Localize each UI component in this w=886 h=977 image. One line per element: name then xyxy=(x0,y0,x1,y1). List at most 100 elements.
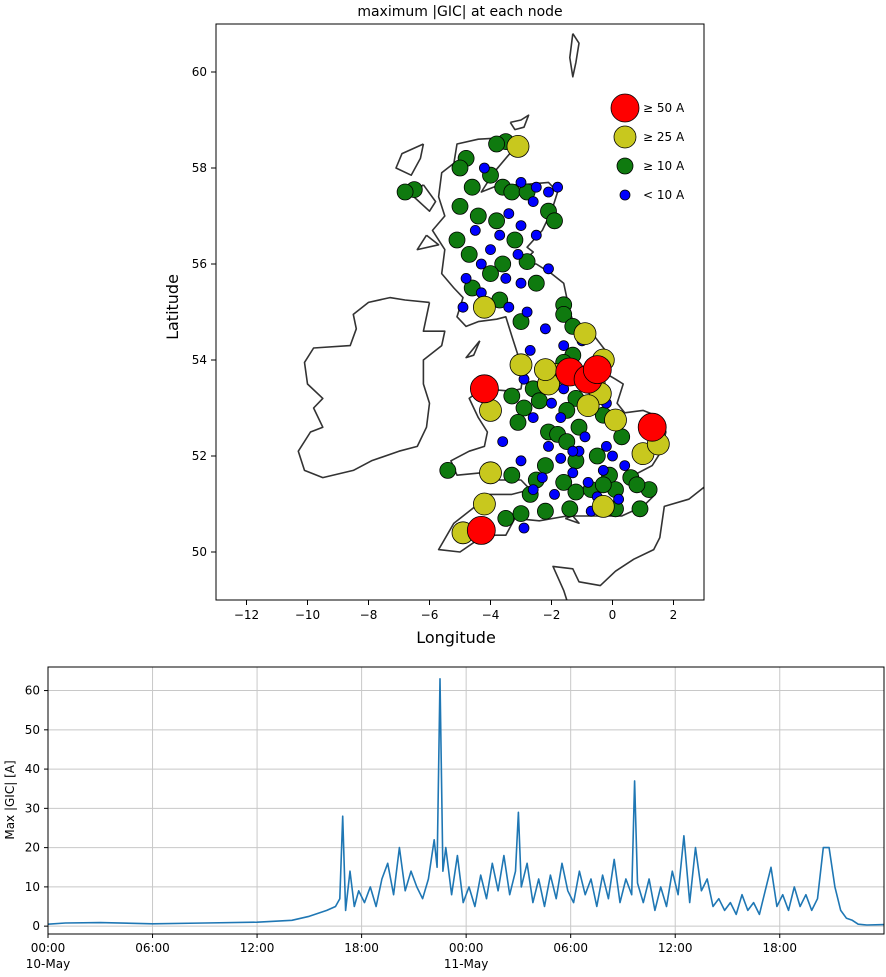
node-marker-gte10 xyxy=(555,305,573,323)
ts-xtick-date-label: 11-May xyxy=(444,957,488,971)
node-marker-gte50 xyxy=(466,516,496,545)
ts-ytick-label: 50 xyxy=(25,723,40,737)
node-marker-gte10 xyxy=(463,178,481,196)
node-marker-lt10 xyxy=(607,450,618,462)
ts-xtick-label: 18:00 xyxy=(762,941,797,955)
node-marker-gte10 xyxy=(506,231,524,249)
node-marker-gte10 xyxy=(494,255,512,273)
node-marker-gte10 xyxy=(512,505,530,522)
node-marker-lt10 xyxy=(552,181,563,193)
coast-ireland xyxy=(297,296,446,479)
node-marker-lt10 xyxy=(619,460,631,472)
ts-ytick-label: 60 xyxy=(25,684,40,698)
node-marker-lt10 xyxy=(515,220,527,232)
map-ylabel: Latitude xyxy=(163,274,182,340)
node-marker-lt10 xyxy=(527,484,539,496)
node-marker-gte10 xyxy=(448,231,466,249)
node-marker-gte10 xyxy=(628,476,646,494)
node-marker-gte10 xyxy=(537,457,554,475)
node-marker-lt10 xyxy=(524,344,536,356)
node-marker-gte10 xyxy=(451,197,469,215)
timeseries-ylabel: Max |GIC| [A] xyxy=(3,760,17,839)
coast-isle-of-man xyxy=(465,340,481,359)
ts-xtick-label: 00:00 xyxy=(31,941,66,955)
legend-label-gte10: ≥ 10 A xyxy=(643,159,685,173)
node-marker-gte10 xyxy=(527,274,545,292)
timeseries-plot-area: 0 10 20 30 40 50 60 00:00 10-May 06:00 12:00 18:00 0… xyxy=(25,666,885,971)
map-xtick-label: −2 xyxy=(543,608,561,622)
node-marker-gte10 xyxy=(537,502,554,520)
node-marker-gte25 xyxy=(479,461,502,485)
node-marker-gte10 xyxy=(512,313,530,331)
ts-ytick-label: 10 xyxy=(25,880,40,894)
legend-marker-lt10 xyxy=(619,189,631,201)
node-marker-lt10 xyxy=(515,277,527,289)
node-marker-lt10 xyxy=(521,306,533,318)
map-ytick-label: 50 xyxy=(192,545,207,559)
node-marker-lt10 xyxy=(518,522,530,534)
map-xtick-label: −8 xyxy=(360,608,378,622)
ts-xtick-date-label: 10-May xyxy=(26,957,70,971)
node-marker-gte25 xyxy=(604,408,627,432)
node-marker-gte10 xyxy=(509,413,527,431)
ts-xtick-label: 06:00 xyxy=(135,941,170,955)
node-marker-gte10 xyxy=(515,399,533,417)
node-marker-gte10 xyxy=(588,447,606,465)
node-marker-lt10 xyxy=(558,340,570,352)
ts-xtick-label: 12:00 xyxy=(658,941,693,955)
map-xtick-label: −10 xyxy=(295,608,320,622)
node-marker-gte25 xyxy=(509,353,533,377)
legend-marker-gte25 xyxy=(613,125,637,149)
map-ytick-label: 52 xyxy=(192,449,207,463)
node-marker-gte50 xyxy=(637,412,667,442)
node-marker-gte10 xyxy=(469,207,487,225)
map-xlabel: Longitude xyxy=(416,628,496,647)
node-marker-lt10 xyxy=(500,272,512,284)
node-marker-lt10 xyxy=(567,467,579,479)
node-marker-gte10 xyxy=(530,392,548,410)
node-marker-gte10 xyxy=(570,418,588,436)
coast-europe xyxy=(552,486,705,601)
node-marker-lt10 xyxy=(540,323,551,335)
node-marker-gte50 xyxy=(469,374,499,404)
map-xtick-label: 0 xyxy=(609,608,617,622)
map-title: maximum |GIC| at each node xyxy=(357,4,562,20)
ts-xtick-label: 12:00 xyxy=(240,941,275,955)
map-ytick-label: 56 xyxy=(192,257,207,271)
node-marker-lt10 xyxy=(601,440,612,452)
map-xtick-label: −12 xyxy=(234,608,259,622)
legend-label-lt10: < 10 A xyxy=(643,188,685,202)
node-marker-lt10 xyxy=(546,397,557,409)
node-marker-lt10 xyxy=(469,224,481,236)
node-marker-lt10 xyxy=(555,452,567,464)
node-marker-gte50 xyxy=(582,355,612,385)
coast-mull xyxy=(416,234,440,251)
legend-label-gte25: ≥ 25 A xyxy=(643,130,685,144)
node-marker-lt10 xyxy=(515,455,527,467)
gic-node-map: maximum |GIC| at each node −12 −10 −8 −6 −4−… xyxy=(163,4,705,647)
coast-isle-of-wight xyxy=(564,515,580,524)
legend-marker-gte50 xyxy=(610,93,640,123)
node-marker-lt10 xyxy=(567,445,579,457)
ts-ytick-label: 0 xyxy=(32,919,40,933)
legend-label-gte50: ≥ 50 A xyxy=(643,101,685,115)
coast-shetland xyxy=(569,33,580,78)
node-marker-gte10 xyxy=(567,483,585,501)
node-marker-gte10 xyxy=(518,253,536,271)
node-marker-gte25 xyxy=(591,494,615,518)
node-marker-lt10 xyxy=(503,301,515,313)
ts-ytick-label: 30 xyxy=(25,801,40,815)
node-marker-lt10 xyxy=(503,208,515,220)
map-xtick-label: −6 xyxy=(421,608,439,622)
node-marker-gte10 xyxy=(482,265,499,283)
node-marker-gte10 xyxy=(555,473,573,491)
node-marker-lt10 xyxy=(475,258,487,270)
map-ytick-label: 58 xyxy=(192,161,207,175)
node-marker-lt10 xyxy=(543,186,554,198)
node-marker-gte10 xyxy=(396,183,414,201)
node-marker-lt10 xyxy=(579,431,591,443)
node-marker-gte10 xyxy=(631,500,649,518)
map-ytick-label: 54 xyxy=(192,353,207,367)
node-marker-gte10 xyxy=(488,212,506,230)
node-marker-lt10 xyxy=(555,412,567,424)
